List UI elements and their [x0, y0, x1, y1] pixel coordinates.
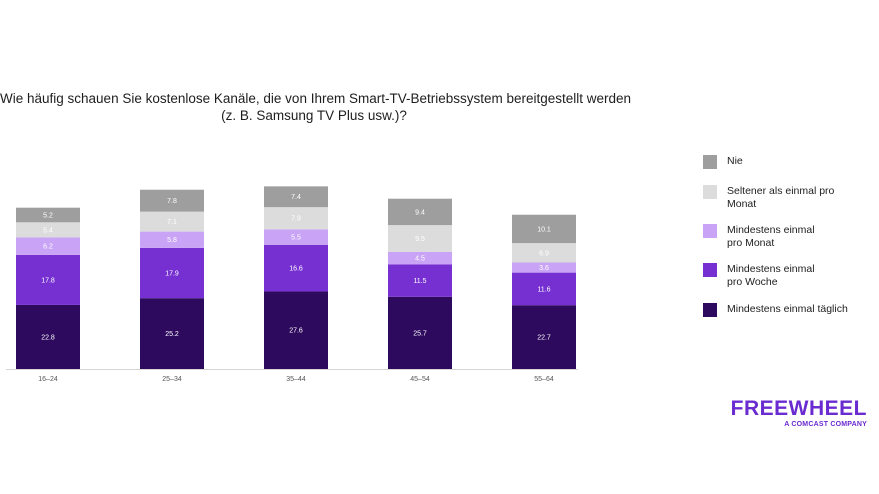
bar-data-label: 6.9 — [539, 250, 549, 257]
bar-segment — [140, 231, 204, 248]
legend-label: Seltener als einmal pro Monat — [727, 185, 857, 211]
bar-data-label: 10.1 — [537, 226, 551, 233]
legend-item: Mindestens einmal täglich — [703, 303, 857, 317]
legend-label-line: Nie — [727, 155, 743, 167]
bar-segment — [388, 225, 452, 252]
bar-segment — [264, 186, 328, 208]
chart-title-line1: Wie häufig schauen Sie kostenlose Kanäle… — [0, 91, 632, 106]
bar-segment — [140, 298, 204, 369]
bar-segment — [16, 207, 80, 223]
bar-segment — [264, 207, 328, 230]
legend-item: Seltener als einmal pro Monat — [703, 185, 857, 211]
bar-segment — [388, 198, 452, 226]
bar-segment — [140, 211, 204, 232]
stacked-bar-chart: 22.8 17.8 6.2 5.4 5.2 16–24 25.2 17.9 5.8 7.1 7.8 2… — [6, 186, 578, 383]
logo-wordmark: FREEWHEEL — [730, 397, 867, 420]
legend-swatch — [703, 303, 717, 317]
bar-segment — [140, 247, 204, 299]
bar-data-label: 25.2 — [165, 331, 179, 338]
bar-data-label: 11.5 — [413, 278, 426, 285]
legend-item: Mindestens einmal pro Woche — [703, 263, 857, 289]
bar-segment — [512, 214, 576, 244]
freewheel-logo: FREEWHEEL A COMCAST COMPANY — [727, 397, 867, 429]
bar-data-label: 7.1 — [167, 219, 177, 226]
bar-data-label: 17.9 — [165, 271, 179, 278]
legend-item: Mindestens einmal pro Monat — [703, 224, 857, 250]
legend-label-line: Monat — [727, 198, 757, 210]
chart-title-line2: (z. B. Samsung TV Plus usw.)? — [221, 108, 407, 123]
x-tick-label: 35–44 — [286, 376, 306, 383]
bar-data-label: 22.7 — [537, 335, 551, 342]
bar-data-label: 3.6 — [539, 265, 549, 272]
bar-data-label: 22.8 — [41, 334, 55, 341]
bar-data-label: 6.2 — [43, 244, 53, 251]
x-tick-label: 16–24 — [38, 376, 58, 383]
x-tick-label: 55–64 — [534, 376, 554, 383]
legend-swatch — [703, 155, 717, 169]
bar-segment — [512, 262, 576, 273]
legend-swatch — [703, 224, 717, 238]
legend-swatch — [703, 263, 717, 277]
legend-swatch — [703, 185, 717, 199]
bar-segment — [388, 264, 452, 297]
legend-label-line: Mindestens einmal — [727, 263, 815, 275]
logo-subtitle: A COMCAST COMPANY — [784, 421, 867, 428]
legend-label-line: Seltener als einmal pro — [727, 185, 835, 197]
legend-label: Mindestens einmal pro Monat — [727, 224, 857, 250]
legend-label: Mindestens einmal pro Woche — [727, 263, 857, 289]
bar-data-label: 5.8 — [167, 237, 177, 244]
x-tick-label: 45–54 — [410, 376, 430, 383]
legend-label-line: pro Woche — [727, 276, 778, 288]
bar-data-label: 5.4 — [43, 227, 53, 234]
bar-segment — [388, 296, 452, 369]
legend-label: Nie — [727, 155, 857, 168]
bar-segment — [264, 229, 328, 245]
bar-segment — [512, 272, 576, 306]
bar-segment — [16, 237, 80, 255]
legend-label-line: Mindestens einmal täglich — [727, 303, 848, 315]
bar-data-label: 9.5 — [415, 236, 425, 243]
bar-segment — [388, 251, 452, 265]
bar-segment — [512, 305, 576, 369]
bar-segment — [16, 254, 80, 305]
bar-segment — [16, 304, 80, 369]
bar-data-label: 7.4 — [291, 194, 301, 201]
bar-data-label: 7.9 — [291, 216, 301, 223]
bar-segment — [140, 189, 204, 212]
bar-data-label: 25.7 — [413, 330, 427, 337]
legend-label-line: Mindestens einmal — [727, 224, 815, 236]
bar-data-label: 7.8 — [167, 198, 177, 205]
legend-label-line: pro Monat — [727, 237, 775, 249]
legend-label: Mindestens einmal täglich — [727, 303, 857, 316]
chart-title: Wie häufig schauen Sie kostenlose Kanäle… — [0, 90, 632, 124]
bar-data-label: 5.5 — [291, 235, 301, 242]
bar-segment — [264, 244, 328, 292]
bar-segment — [16, 222, 80, 238]
bar-data-label: 4.5 — [415, 256, 425, 263]
bar-data-label: 17.8 — [41, 277, 55, 284]
bar-segment — [264, 291, 328, 369]
bar-data-label: 16.6 — [289, 266, 303, 273]
bar-data-label: 9.4 — [415, 209, 425, 216]
bar-data-label: 11.6 — [537, 286, 550, 293]
legend-item: Nie — [703, 155, 857, 169]
bar-data-label: 27.6 — [289, 328, 303, 335]
x-tick-label: 25–34 — [162, 376, 182, 383]
bar-data-label: 5.2 — [43, 213, 53, 220]
bar-segment — [512, 243, 576, 263]
